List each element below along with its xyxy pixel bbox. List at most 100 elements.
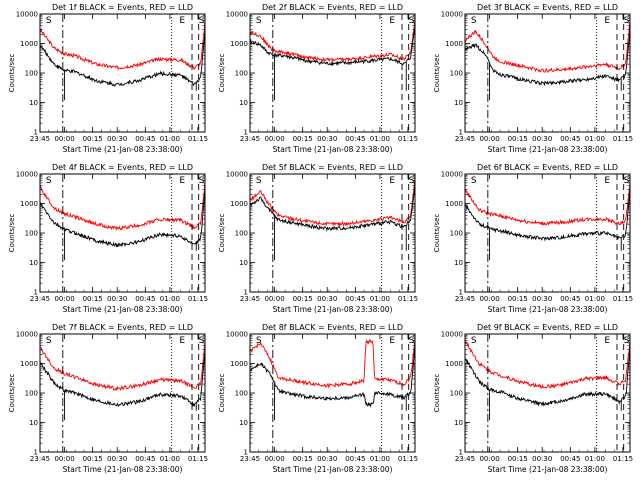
marker-label-e: E xyxy=(604,176,610,186)
x-tick-label: 00:30 xyxy=(107,295,127,303)
marker-label-e: E xyxy=(179,16,185,26)
y-tick-label: 100 xyxy=(235,390,248,398)
y-tick-label: 10000 xyxy=(441,11,463,19)
y-tick-label: 10000 xyxy=(16,11,38,19)
x-tick-label: 01:00 xyxy=(585,295,605,303)
lld-series-line xyxy=(250,338,415,389)
marker-label-s-left: S xyxy=(256,336,262,346)
marker-label-e: E xyxy=(389,336,395,346)
detector-panel: Det 9f BLACK = Events, RED = LLD Counts/s… xyxy=(433,323,633,474)
marker-label-e: E xyxy=(604,16,610,26)
marker-label-e: E xyxy=(179,176,185,186)
x-axis-label: Start Time (21-Jan-08 23:38:00) xyxy=(273,305,393,314)
x-tick-label: 00:15 xyxy=(508,455,528,463)
y-tick-label: 1000 xyxy=(20,40,38,48)
x-tick-label: 00:30 xyxy=(532,455,552,463)
y-tick-label: 1000 xyxy=(20,200,38,208)
x-tick-label: 01:15 xyxy=(613,455,633,463)
y-tick-label: 100 xyxy=(450,70,463,78)
x-tick-label: 01:00 xyxy=(370,135,390,143)
lld-series-line xyxy=(40,21,205,71)
y-tick-label: 1000 xyxy=(445,40,463,48)
y-tick-label: 1 xyxy=(459,289,463,297)
panel-title: Det 8f BLACK = Events, RED = LLD xyxy=(262,323,403,332)
y-tick-label: 10 xyxy=(454,259,463,267)
y-tick-label: 10000 xyxy=(226,171,248,179)
detector-panel: Det 3f BLACK = Events, RED = LLD Counts/s… xyxy=(433,3,633,154)
events-series-line xyxy=(40,350,205,407)
x-tick-label: 00:15 xyxy=(508,295,528,303)
x-tick-label: 00:15 xyxy=(293,135,313,143)
lld-series-line xyxy=(250,18,415,63)
marker-label-e: E xyxy=(389,16,395,26)
y-tick-label: 1 xyxy=(34,449,38,457)
events-series-line xyxy=(250,26,415,67)
x-tick-label: 01:15 xyxy=(613,135,633,143)
x-tick-label: 00:30 xyxy=(107,135,127,143)
marker-label-s-left: S xyxy=(471,176,477,186)
marker-label-s-right: S xyxy=(624,336,630,346)
y-tick-label: 10000 xyxy=(441,331,463,339)
x-tick-label: 00:45 xyxy=(135,295,155,303)
panel-title: Det 5f BLACK = Events, RED = LLD xyxy=(262,163,403,172)
x-tick-label: 00:30 xyxy=(317,455,337,463)
x-tick-label: 00:15 xyxy=(293,455,313,463)
plot-area xyxy=(250,178,415,261)
detector-panel: Det 4f BLACK = Events, RED = LLD Counts/s… xyxy=(8,163,208,314)
y-tick-label: 100 xyxy=(25,230,38,238)
y-tick-label: 10 xyxy=(29,99,38,107)
y-tick-label: 10000 xyxy=(441,171,463,179)
x-tick-label: 00:00 xyxy=(479,295,499,303)
detector-panel: Det 1f BLACK = Events, RED = LLD Counts/s… xyxy=(8,3,208,154)
x-tick-label: 00:30 xyxy=(532,295,552,303)
marker-label-s-right: S xyxy=(624,176,630,186)
plot-area xyxy=(250,18,415,101)
x-axis-label: Start Time (21-Jan-08 23:38:00) xyxy=(273,465,393,474)
x-tick-label: 00:00 xyxy=(54,135,74,143)
panel-title: Det 3f BLACK = Events, RED = LLD xyxy=(477,3,618,12)
x-tick-label: 01:00 xyxy=(160,135,180,143)
marker-label-s-left: S xyxy=(471,16,477,26)
x-tick-label: 00:00 xyxy=(264,295,284,303)
marker-label-s-right: S xyxy=(409,176,415,186)
lld-series-line xyxy=(40,342,205,392)
marker-label-e: E xyxy=(604,336,610,346)
marker-label-s-right: S xyxy=(199,16,205,26)
marker-label-s-right: S xyxy=(624,16,630,26)
plot-area xyxy=(40,181,205,261)
events-series-line xyxy=(465,28,630,87)
y-tick-label: 100 xyxy=(235,70,248,78)
lld-series-line xyxy=(465,339,630,390)
x-axis-label: Start Time (21-Jan-08 23:38:00) xyxy=(63,145,183,154)
x-axis-label: Start Time (21-Jan-08 23:38:00) xyxy=(488,305,608,314)
panel-title: Det 2f BLACK = Events, RED = LLD xyxy=(262,3,403,12)
x-tick-label: 23:45 xyxy=(455,455,475,463)
x-tick-label: 01:00 xyxy=(160,295,180,303)
y-axis-label: Counts/sec xyxy=(433,374,441,413)
y-tick-label: 10 xyxy=(454,419,463,427)
events-series-line xyxy=(465,189,630,242)
lld-series-line xyxy=(465,21,630,73)
panel-title: Det 9f BLACK = Events, RED = LLD xyxy=(477,323,618,332)
events-series-line xyxy=(40,189,205,248)
x-tick-label: 00:30 xyxy=(317,135,337,143)
y-axis-label: Counts/sec xyxy=(218,54,226,93)
x-axis-label: Start Time (21-Jan-08 23:38:00) xyxy=(273,145,393,154)
y-tick-label: 10000 xyxy=(16,171,38,179)
x-tick-label: 00:30 xyxy=(532,135,552,143)
y-tick-label: 1000 xyxy=(230,360,248,368)
x-tick-label: 01:00 xyxy=(370,295,390,303)
y-axis-label: Counts/sec xyxy=(218,214,226,253)
x-tick-label: 23:45 xyxy=(455,135,475,143)
x-tick-label: 01:15 xyxy=(188,455,208,463)
marker-label-e: E xyxy=(389,176,395,186)
lld-series-line xyxy=(465,184,630,226)
y-tick-label: 100 xyxy=(450,390,463,398)
marker-label-s-left: S xyxy=(46,336,52,346)
y-tick-label: 10 xyxy=(454,99,463,107)
x-tick-label: 01:15 xyxy=(398,135,418,143)
x-tick-label: 00:45 xyxy=(560,455,580,463)
y-axis-label: Counts/sec xyxy=(433,214,441,253)
y-axis-label: Counts/sec xyxy=(8,374,16,413)
